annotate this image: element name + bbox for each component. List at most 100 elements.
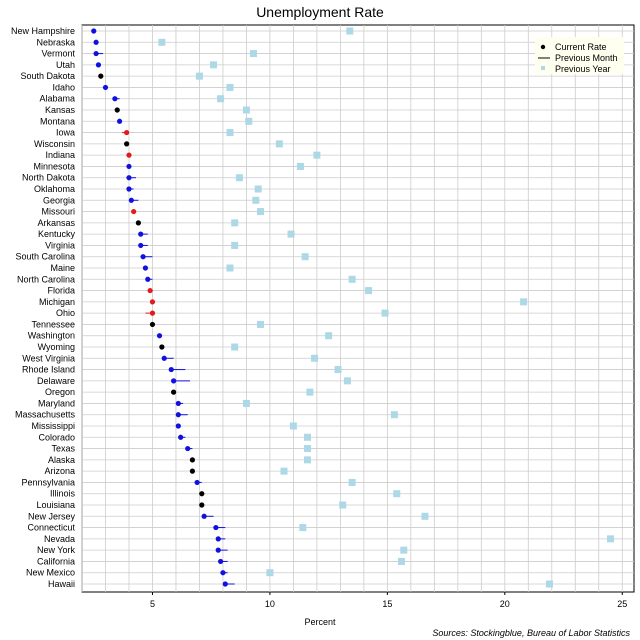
- state-row: New Hampshire: [11, 26, 354, 36]
- state-label: Missouri: [41, 207, 75, 217]
- current-rate-point: [222, 581, 228, 587]
- state-label: Ohio: [56, 308, 75, 318]
- state-row: Wyoming: [38, 342, 239, 352]
- legend-previous-year-marker: [541, 66, 545, 70]
- x-tick-label: 15: [382, 599, 392, 609]
- state-label: Georgia: [43, 195, 75, 205]
- previous-year-marker: [313, 151, 321, 159]
- state-label: New Mexico: [26, 568, 75, 578]
- previous-year-marker: [311, 354, 319, 362]
- current-rate-point: [215, 547, 221, 553]
- previous-year-marker: [400, 546, 408, 554]
- state-label: Utah: [56, 60, 75, 70]
- state-row: Colorado: [38, 432, 311, 442]
- previous-year-marker: [365, 287, 373, 295]
- state-row: California: [37, 556, 405, 566]
- current-rate-point: [124, 129, 130, 136]
- state-row: Idaho: [52, 82, 234, 92]
- state-row: Indiana: [45, 150, 321, 160]
- current-rate-point: [126, 186, 132, 192]
- current-rate-point: [149, 321, 156, 328]
- x-tick-label: 10: [265, 599, 275, 609]
- current-rate-point: [161, 355, 167, 361]
- previous-year-marker: [303, 456, 311, 464]
- state-row: Tennessee: [31, 319, 265, 329]
- source-note: Sources: Stockingblue, Bureau of Labor S…: [432, 628, 630, 638]
- state-row: Rhode Island: [22, 365, 342, 375]
- state-label: South Dakota: [20, 71, 75, 81]
- current-rate-point: [138, 231, 144, 237]
- state-label: Kentucky: [38, 229, 76, 239]
- current-rate-point: [215, 536, 221, 542]
- current-rate-point: [142, 265, 149, 271]
- state-label: Florida: [47, 286, 75, 296]
- current-rate-point: [114, 107, 120, 113]
- current-rate-point: [213, 524, 219, 531]
- state-label: Minnesota: [33, 161, 75, 171]
- current-rate-point: [140, 254, 146, 260]
- state-label: Kansas: [45, 105, 76, 115]
- state-row: Arizona: [44, 466, 288, 476]
- state-row: Mississippi: [31, 421, 297, 431]
- current-rate-point: [131, 208, 137, 215]
- current-rate-point: [98, 73, 104, 79]
- previous-year-marker: [607, 535, 615, 543]
- state-label: Oklahoma: [34, 184, 75, 194]
- current-rate-point: [171, 389, 177, 395]
- plot-area: [81, 24, 635, 593]
- current-rate-point: [112, 96, 118, 102]
- current-rate-point: [126, 163, 132, 170]
- state-label: Virginia: [45, 240, 75, 250]
- legend-current-marker: [540, 44, 546, 50]
- state-row: Missouri: [41, 207, 265, 217]
- state-label: New Jersey: [28, 511, 76, 521]
- x-tick-label: 5: [150, 599, 155, 609]
- current-rate-point: [159, 344, 165, 350]
- state-row: Michigan: [39, 297, 528, 307]
- state-label: Wyoming: [38, 342, 75, 352]
- state-label: Indiana: [45, 150, 75, 160]
- state-label: Oregon: [45, 387, 75, 397]
- state-row: New Jersey: [28, 511, 429, 521]
- state-row: Florida: [47, 286, 373, 296]
- current-rate-point: [93, 39, 99, 45]
- state-label: Alabama: [39, 94, 75, 104]
- state-row: Louisiana: [36, 500, 347, 510]
- state-row: Illinois: [50, 489, 401, 499]
- current-rate-point: [149, 299, 156, 305]
- current-rate-point: [102, 84, 109, 91]
- current-rate-point: [91, 28, 97, 34]
- state-row: South Carolina: [15, 252, 309, 262]
- x-axis-title: Percent: [304, 617, 336, 627]
- state-label: Vermont: [41, 49, 75, 59]
- previous-year-marker: [242, 399, 250, 407]
- current-rate-point: [168, 366, 174, 373]
- state-label: Nebraska: [36, 37, 75, 47]
- previous-year-marker: [299, 524, 307, 532]
- current-rate-point: [175, 400, 181, 407]
- state-label: Hawaii: [48, 579, 75, 589]
- state-row: West Virginia: [22, 353, 319, 363]
- current-rate-point: [126, 152, 132, 158]
- current-rate-point: [138, 242, 144, 249]
- previous-year-marker: [325, 332, 333, 340]
- state-label: New York: [37, 545, 76, 555]
- previous-year-marker: [226, 83, 234, 91]
- previous-year-marker: [334, 366, 342, 374]
- legend-previous-year-label: Previous Year: [555, 64, 611, 74]
- state-label: Louisiana: [36, 500, 75, 510]
- state-row: Virginia: [45, 240, 239, 250]
- state-row: New Mexico: [26, 568, 274, 578]
- previous-year-marker: [339, 501, 347, 509]
- previous-year-marker: [231, 219, 239, 227]
- state-label: Nevada: [44, 534, 75, 544]
- state-row: Iowa: [56, 128, 234, 138]
- state-row: Oregon: [45, 387, 314, 397]
- previous-year-marker: [195, 72, 203, 80]
- state-label: Massachusetts: [15, 410, 76, 420]
- previous-year-marker: [545, 580, 553, 588]
- state-label: Maine: [50, 263, 75, 273]
- current-rate-point: [217, 558, 224, 565]
- state-label: Texas: [51, 444, 75, 454]
